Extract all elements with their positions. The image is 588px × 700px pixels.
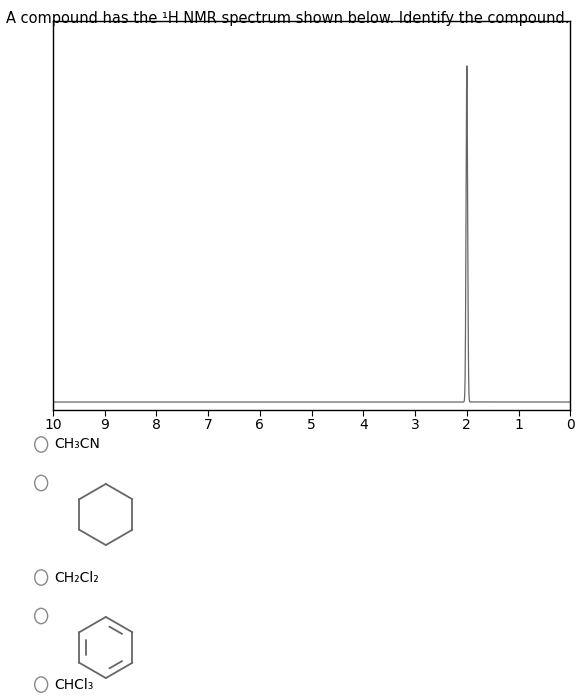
Text: CH₃CN: CH₃CN	[54, 438, 100, 452]
Text: CH₂Cl₂: CH₂Cl₂	[54, 570, 99, 584]
Text: A compound has the ¹H NMR spectrum shown below. Identify the compound.: A compound has the ¹H NMR spectrum shown…	[6, 10, 569, 25]
Text: CHCl₃: CHCl₃	[54, 678, 93, 692]
